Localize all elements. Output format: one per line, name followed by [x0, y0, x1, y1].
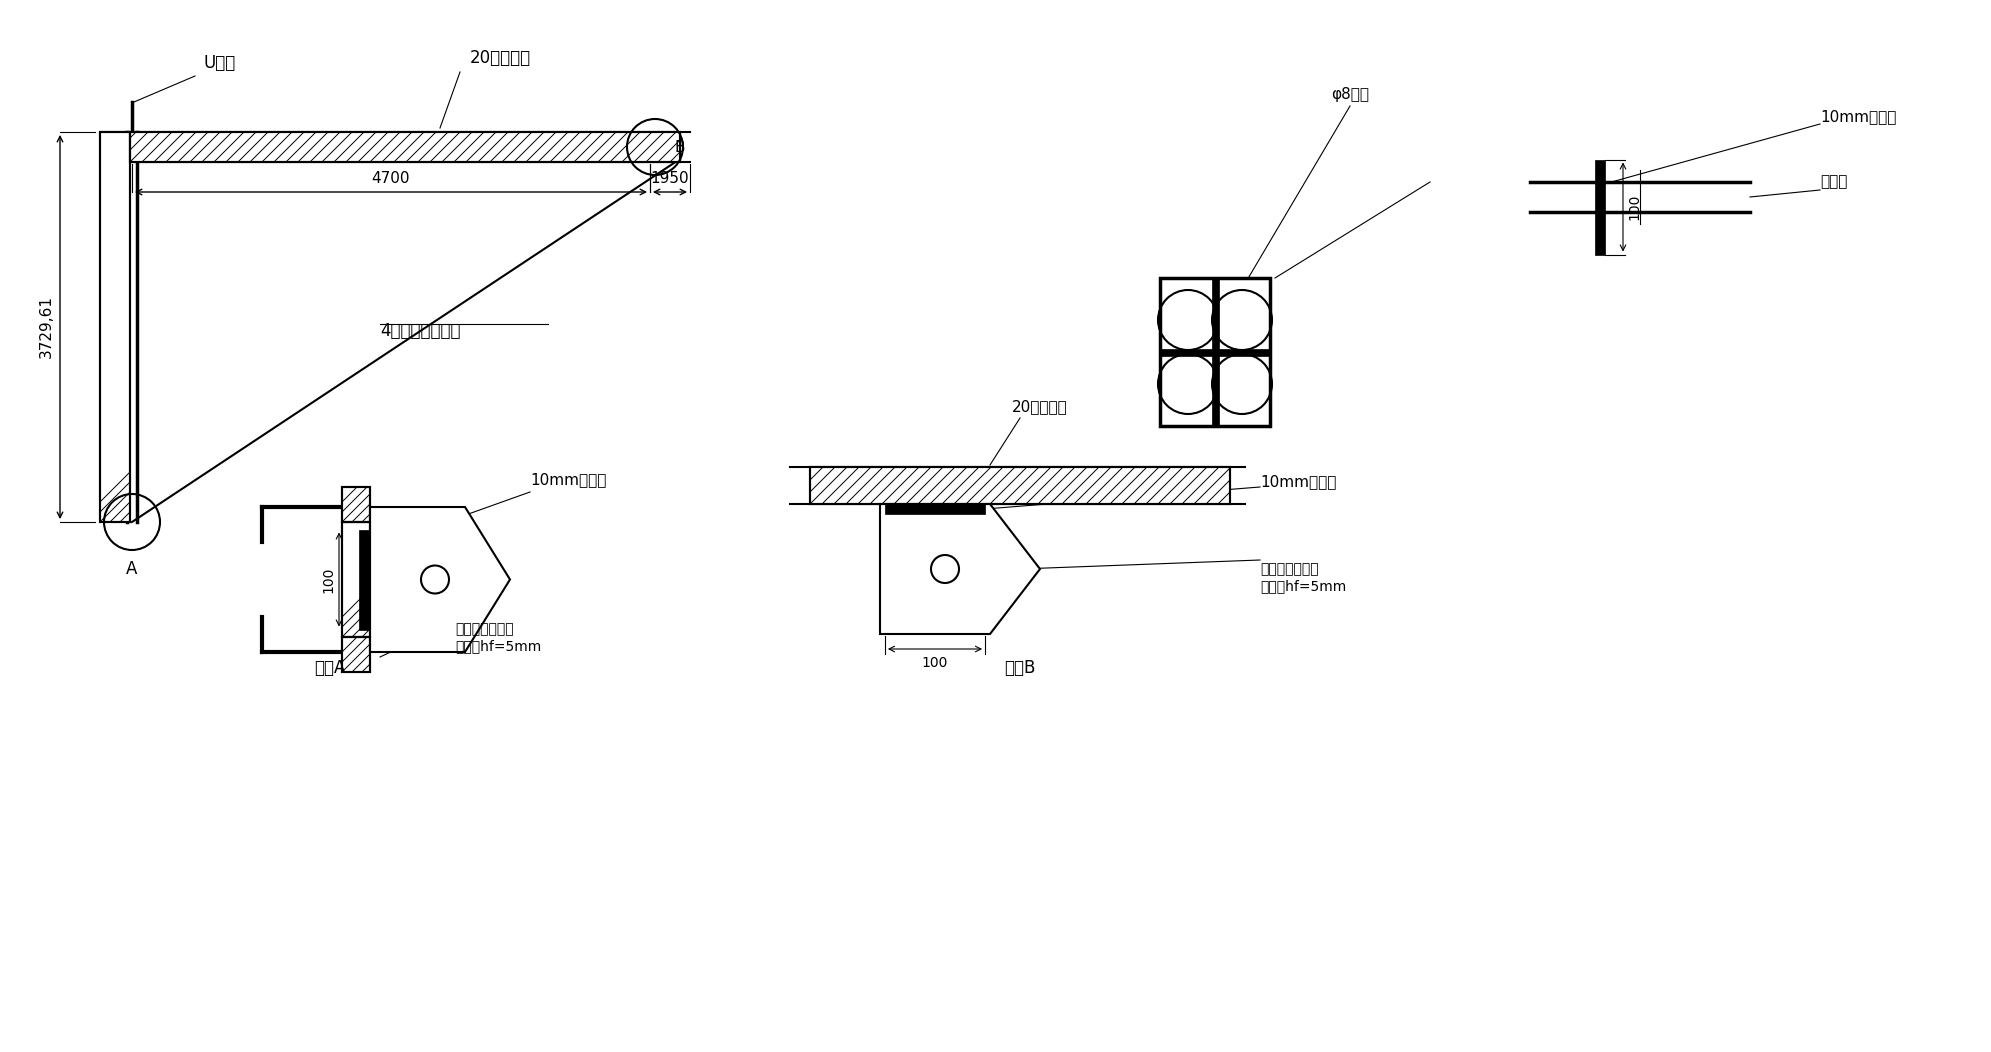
Text: 100: 100 — [321, 566, 334, 592]
Text: 节点B: 节点B — [1003, 659, 1035, 677]
Bar — [1595, 160, 1605, 255]
Text: 双面焊，角焊缝: 双面焊，角焊缝 — [1260, 562, 1318, 576]
Text: 10mm厚钢板: 10mm厚钢板 — [1260, 474, 1336, 489]
Text: 双面焊，角焊缝: 双面焊，角焊缝 — [456, 622, 514, 636]
Polygon shape — [880, 504, 1039, 634]
Text: 100: 100 — [1627, 194, 1641, 220]
Text: φ8钢筋: φ8钢筋 — [1332, 87, 1370, 102]
Text: 10mm厚钢板: 10mm厚钢板 — [530, 472, 607, 487]
Bar — [342, 522, 370, 638]
Text: A: A — [125, 560, 137, 578]
Text: 20号工字钢: 20号工字钢 — [470, 49, 530, 67]
Bar — [1161, 278, 1270, 426]
Bar — [810, 467, 1230, 504]
Text: 节点A: 节点A — [315, 659, 346, 677]
Text: 焊脚长hf=5mm: 焊脚长hf=5mm — [456, 639, 542, 653]
Bar — [886, 504, 986, 514]
Text: 焊脚长hf=5mm: 焊脚长hf=5mm — [1260, 579, 1346, 593]
Bar — [100, 132, 129, 522]
Text: U形环: U形环 — [203, 54, 237, 72]
Bar — [100, 132, 129, 522]
Bar — [1211, 278, 1218, 426]
Text: 10mm厚钢板: 10mm厚钢板 — [1820, 109, 1895, 124]
Text: 4700: 4700 — [372, 171, 410, 186]
Text: B: B — [675, 140, 685, 155]
Text: 100: 100 — [922, 656, 948, 670]
Bar — [129, 132, 681, 162]
Text: 4根钢管组合支杆: 4根钢管组合支杆 — [380, 322, 460, 340]
Text: 1950: 1950 — [651, 171, 689, 186]
Bar — [342, 487, 370, 522]
Bar — [1161, 348, 1270, 356]
Bar — [358, 529, 368, 629]
Bar — [129, 132, 681, 162]
Text: 角焊缝: 角焊缝 — [1820, 175, 1848, 189]
Bar — [342, 487, 370, 522]
Bar — [342, 638, 370, 672]
Bar — [342, 638, 370, 672]
Polygon shape — [370, 507, 510, 652]
Text: 3729,61: 3729,61 — [40, 296, 54, 359]
Text: 20号工字钢: 20号工字钢 — [1011, 399, 1067, 414]
Bar — [342, 522, 370, 638]
Bar — [810, 467, 1230, 504]
